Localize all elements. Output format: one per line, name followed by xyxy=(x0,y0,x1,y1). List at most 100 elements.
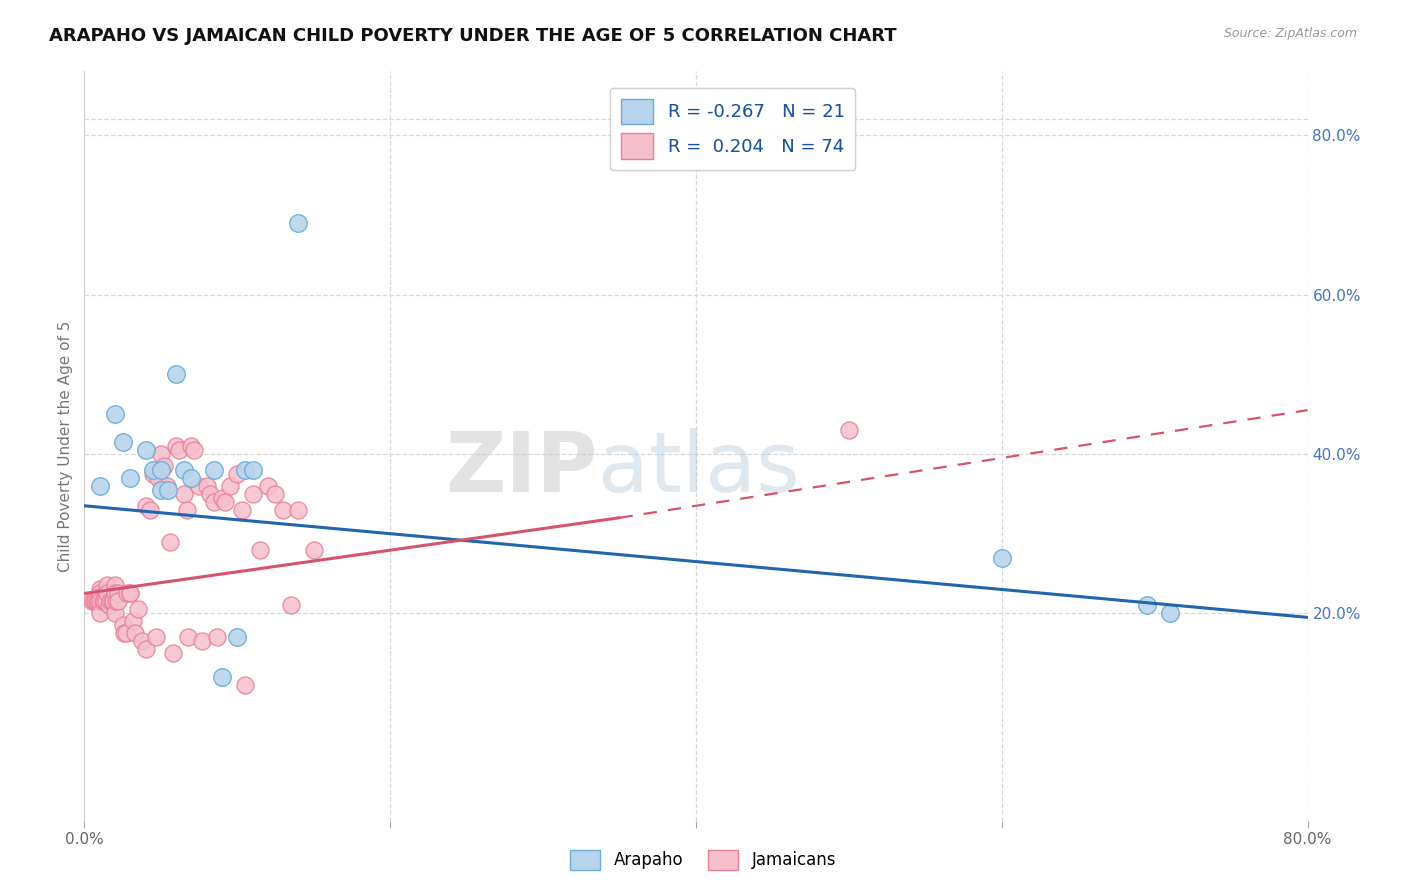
Point xyxy=(96,586,118,600)
Point xyxy=(211,670,233,684)
Point xyxy=(120,471,142,485)
Point xyxy=(198,487,221,501)
Point xyxy=(233,678,256,692)
Point xyxy=(89,591,111,605)
Point xyxy=(91,594,114,608)
Point xyxy=(120,586,142,600)
Point xyxy=(257,479,280,493)
Point xyxy=(122,615,145,629)
Point xyxy=(233,463,256,477)
Point xyxy=(207,630,229,644)
Point xyxy=(176,502,198,516)
Text: ARAPAHO VS JAMAICAN CHILD POVERTY UNDER THE AGE OF 5 CORRELATION CHART: ARAPAHO VS JAMAICAN CHILD POVERTY UNDER … xyxy=(49,27,897,45)
Point xyxy=(1159,607,1181,621)
Point xyxy=(135,642,157,657)
Point xyxy=(271,502,294,516)
Legend: Arapaho, Jamaicans: Arapaho, Jamaicans xyxy=(564,843,842,877)
Point xyxy=(112,626,135,640)
Point xyxy=(80,594,103,608)
Point xyxy=(242,487,264,501)
Text: Source: ZipAtlas.com: Source: ZipAtlas.com xyxy=(1223,27,1357,40)
Point xyxy=(180,471,202,485)
Point xyxy=(280,599,302,613)
Point xyxy=(165,368,187,382)
Point xyxy=(111,435,134,450)
Point xyxy=(991,550,1014,565)
Point xyxy=(135,499,157,513)
Point xyxy=(157,483,180,497)
Point xyxy=(180,439,202,453)
Point xyxy=(226,467,249,481)
Point xyxy=(86,594,108,608)
Point xyxy=(167,442,190,457)
Point xyxy=(103,594,125,608)
Point xyxy=(97,599,120,613)
Point xyxy=(107,594,129,608)
Point xyxy=(202,463,225,477)
Point xyxy=(149,483,172,497)
Legend: R = -0.267   N = 21, R =  0.204   N = 74: R = -0.267 N = 21, R = 0.204 N = 74 xyxy=(610,88,855,169)
Point xyxy=(242,463,264,477)
Point xyxy=(87,594,110,608)
Point xyxy=(202,495,225,509)
Point xyxy=(1136,599,1159,613)
Point xyxy=(149,447,172,461)
Point xyxy=(183,442,205,457)
Point xyxy=(302,542,325,557)
Point xyxy=(94,594,117,608)
Point xyxy=(115,586,138,600)
Point xyxy=(93,594,115,608)
Point xyxy=(264,487,287,501)
Point xyxy=(287,216,309,230)
Point xyxy=(124,626,146,640)
Point xyxy=(89,586,111,600)
Point xyxy=(96,578,118,592)
Point xyxy=(249,542,271,557)
Point xyxy=(838,423,860,437)
Point xyxy=(231,502,253,516)
Point xyxy=(135,442,157,457)
Point xyxy=(127,602,149,616)
Point xyxy=(159,534,181,549)
Point xyxy=(89,582,111,597)
Point xyxy=(114,626,136,640)
Point xyxy=(177,630,200,644)
Point xyxy=(214,495,236,509)
Point xyxy=(195,479,218,493)
Point xyxy=(104,586,127,600)
Point xyxy=(142,467,165,481)
Point xyxy=(188,479,211,493)
Point xyxy=(120,586,142,600)
Point xyxy=(111,618,134,632)
Point xyxy=(173,487,195,501)
Point xyxy=(131,634,153,648)
Point xyxy=(211,491,233,505)
Point xyxy=(153,458,176,473)
Point xyxy=(104,607,127,621)
Point xyxy=(218,479,240,493)
Point xyxy=(156,479,179,493)
Text: atlas: atlas xyxy=(598,428,800,509)
Y-axis label: Child Poverty Under the Age of 5: Child Poverty Under the Age of 5 xyxy=(58,320,73,572)
Point xyxy=(89,594,111,608)
Point xyxy=(104,407,127,421)
Point xyxy=(165,439,187,453)
Point xyxy=(98,594,121,608)
Point xyxy=(84,594,107,608)
Point xyxy=(105,594,128,608)
Point xyxy=(191,634,214,648)
Point xyxy=(89,607,111,621)
Point xyxy=(145,630,167,644)
Point xyxy=(89,479,111,493)
Point xyxy=(149,463,172,477)
Point xyxy=(287,502,309,516)
Point xyxy=(142,463,165,477)
Point xyxy=(83,594,105,608)
Point xyxy=(162,646,184,660)
Point xyxy=(107,586,129,600)
Point xyxy=(104,578,127,592)
Point xyxy=(139,502,162,516)
Point xyxy=(173,463,195,477)
Point xyxy=(226,630,249,644)
Text: ZIP: ZIP xyxy=(446,428,598,509)
